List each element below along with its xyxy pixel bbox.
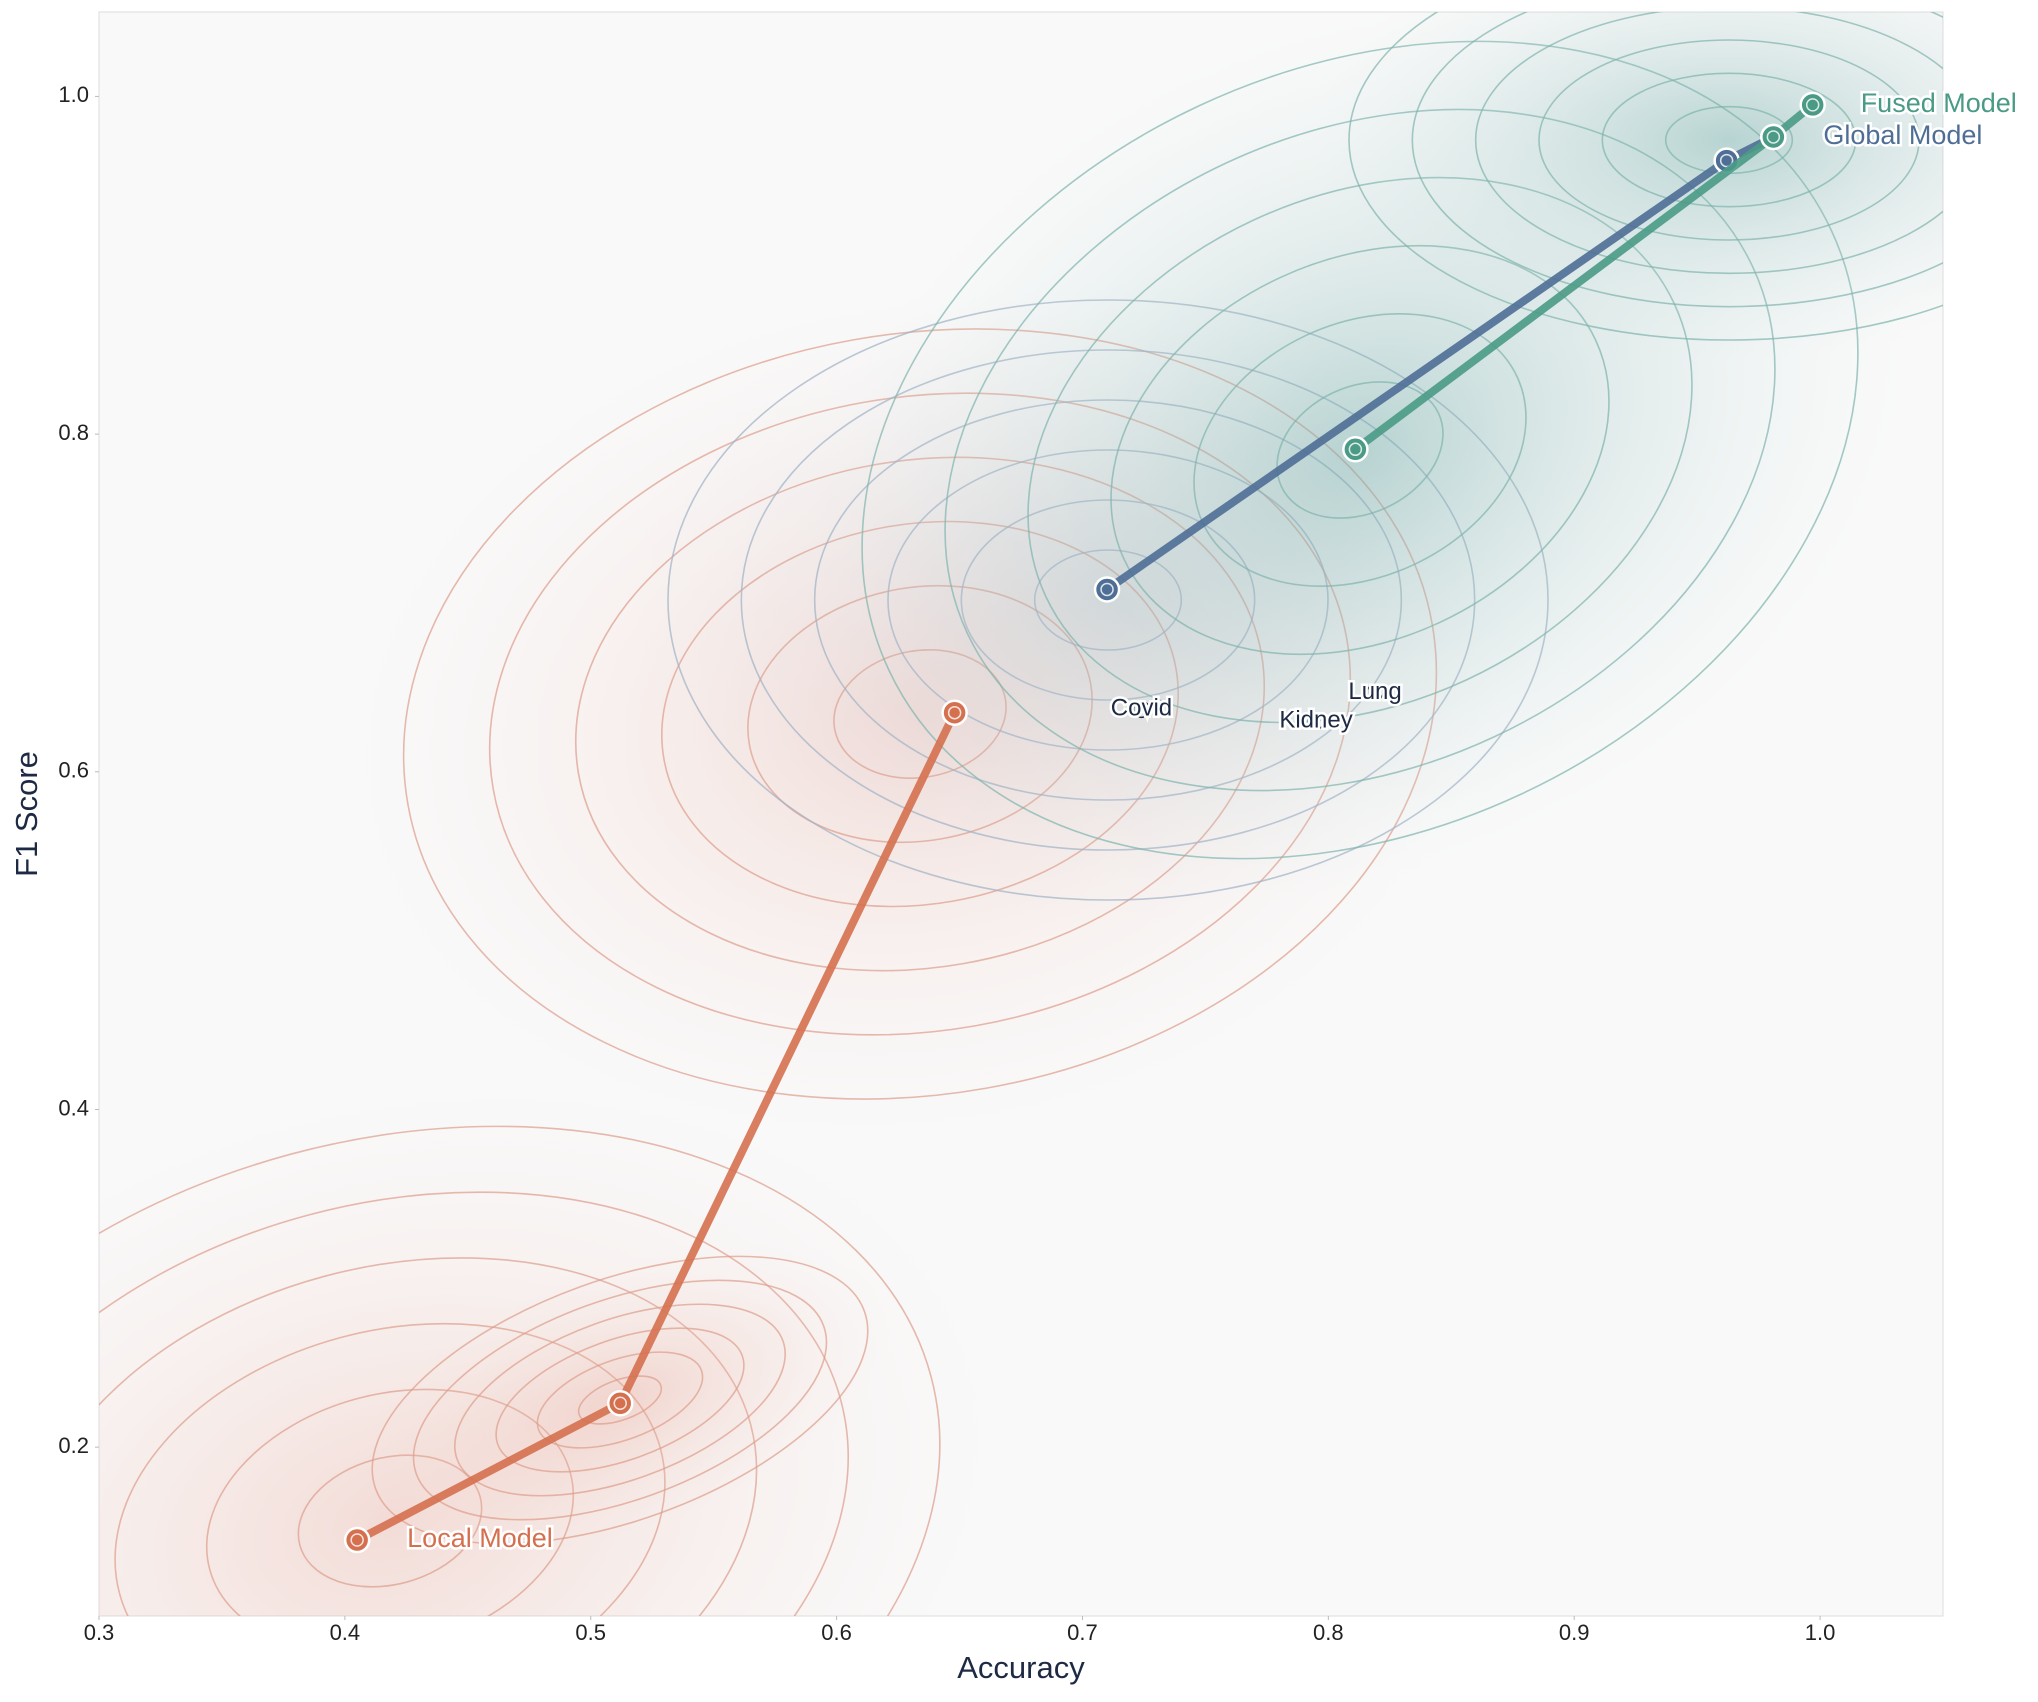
point — [1760, 123, 1787, 151]
annotation-label: Covid — [1111, 695, 1172, 722]
y-tick-label: 0.4 — [58, 1095, 89, 1120]
contour-line — [454, 1303, 786, 1497]
plot-marks: 0.3 0.4 0.5 0.6 0.7 0.8 0.9 1.0 0.2 0.4 0.6 0.8 1.0 C… — [58, 82, 2019, 1645]
point — [1342, 436, 1369, 463]
point-ring — [947, 705, 962, 720]
point — [941, 699, 968, 726]
x-tick-label: 0.9 — [1559, 1620, 1590, 1645]
x-axis-title: Accuracy — [957, 1650, 1085, 1685]
annotation-label: Lung — [1348, 678, 1401, 705]
x-tick-label: 0.8 — [1313, 1620, 1344, 1645]
x-tick-label: 0.7 — [1067, 1620, 1098, 1645]
point-ring — [1100, 582, 1114, 597]
x-tick-label: 0.5 — [575, 1620, 606, 1645]
y-tick-label: 1.0 — [58, 82, 89, 107]
contour-line — [371, 1255, 869, 1545]
contour-line — [1348, 12, 1943, 341]
contour-line — [412, 1279, 828, 1521]
y-tick-label: 0.6 — [58, 758, 89, 783]
contour-line — [1276, 381, 1444, 519]
density-fill — [1311, 12, 1943, 360]
series-label: Fused Model — [1861, 88, 2017, 118]
contour-line — [99, 1125, 941, 1616]
contour-line — [577, 1375, 663, 1425]
point — [606, 1390, 634, 1417]
x-tick-label: 0.6 — [821, 1620, 852, 1645]
annotation-point — [1307, 712, 1325, 730]
y-tick-label: 0.2 — [58, 1433, 89, 1458]
x-tick-label: 0.4 — [330, 1620, 361, 1645]
point-ring — [1805, 98, 1820, 112]
contour-line — [1411, 12, 1943, 308]
point-ring — [1766, 130, 1781, 144]
x-tick-label: 1.0 — [1805, 1620, 1836, 1645]
x-tick-label: 0.3 — [84, 1620, 115, 1645]
point-ring — [350, 1533, 364, 1547]
series-label: Global Model — [1823, 120, 1982, 150]
contour-line — [1601, 72, 1857, 208]
point — [1799, 91, 1826, 119]
annotation-label: Kidney — [1279, 706, 1352, 733]
y-tick-label: 0.8 — [58, 420, 89, 445]
contour-line — [495, 1327, 745, 1473]
y-axis-title: F1 Score — [9, 751, 44, 877]
contour-line — [536, 1351, 704, 1449]
point-ring — [1719, 153, 1734, 168]
point-ring — [1348, 442, 1363, 457]
annotation-point — [1366, 683, 1384, 702]
series-label: Local Model — [407, 1523, 553, 1553]
contour-line — [1538, 39, 1920, 241]
annotation-point — [1132, 700, 1151, 719]
point-ring — [613, 1396, 627, 1411]
point — [343, 1526, 371, 1554]
contour-line — [1474, 12, 1943, 275]
point — [1093, 576, 1121, 603]
